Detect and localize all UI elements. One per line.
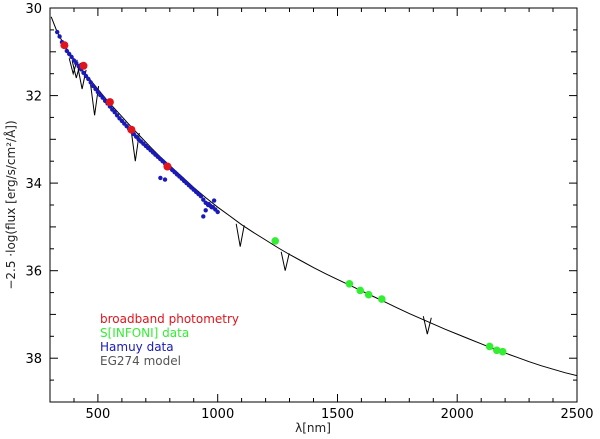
y-tick-label: 36 [25, 265, 42, 280]
hamuy-point [100, 95, 105, 100]
hamuy-point [74, 61, 79, 66]
broadband-point [163, 162, 172, 171]
y-tick-label: 34 [25, 177, 42, 192]
hamuy-point [83, 73, 89, 79]
hamuy-point [57, 34, 62, 39]
legend-model: EG274 model [100, 354, 181, 368]
x-tick-label: 2500 [560, 407, 593, 422]
hamuy-point [86, 76, 91, 82]
broadband-layer [60, 41, 172, 171]
hamuy-point [69, 54, 74, 60]
hamuy-point [88, 80, 93, 85]
sinfoni-point [498, 347, 507, 356]
hamuy-point [114, 113, 120, 118]
axis-tick-labels: 500 1000 1500 2000 2500 30 32 34 36 38 [25, 2, 593, 422]
broadband-point [105, 98, 114, 107]
axis-ticks [49, 7, 578, 403]
model-absorption-line [90, 84, 100, 116]
sinfoni-point [485, 342, 494, 351]
y-tick-label: 32 [25, 90, 42, 105]
hamuy-point [93, 86, 98, 92]
hamuy-point [64, 48, 70, 54]
model-absorption-line [280, 251, 290, 271]
legend-hamuy: Hamuy data [100, 340, 174, 354]
hamuy-point [162, 177, 168, 182]
hamuy-point [201, 214, 206, 219]
x-tick-label: 1000 [201, 407, 234, 422]
hamuy-point [209, 205, 214, 210]
hamuy-point [81, 70, 86, 76]
hamuy-point [95, 89, 101, 95]
hamuy-point [206, 201, 211, 207]
y-axis-title: −2.5 ·log(flux [erg/s/cm²/Å]) [3, 120, 18, 289]
broadband-point [79, 61, 88, 70]
x-tick-label: 500 [85, 407, 110, 422]
model-absorption-line [235, 223, 245, 247]
hamuy-point [90, 83, 96, 89]
sinfoni-point [356, 286, 365, 295]
broadband-point [60, 41, 69, 50]
hamuy-point [201, 197, 206, 202]
sinfoni-point [271, 237, 280, 245]
x-tick-label: 1500 [321, 407, 354, 422]
hamuy-point [203, 208, 208, 213]
model-absorption-line [130, 131, 140, 162]
hamuy-point [198, 194, 204, 199]
legend-broadband: broadband photometry [100, 312, 239, 326]
hamuy-point [215, 209, 220, 215]
legend: broadband photometry S[INFONI] data Hamu… [100, 312, 239, 368]
sinfoni-point [493, 346, 501, 355]
broadband-point [127, 125, 136, 134]
sinfoni-point [378, 295, 386, 303]
sinfoni-point [364, 290, 373, 299]
plot-area [50, 16, 577, 377]
hamuy-point [211, 198, 217, 203]
sinfoni-point [345, 280, 354, 288]
hamuy-point [67, 51, 72, 57]
hamuy-layer [55, 29, 220, 219]
sinfoni-layer [271, 237, 507, 356]
hamuy-point [55, 29, 60, 35]
x-axis-title: λ[nm] [295, 421, 331, 435]
legend-sinfoni: S[INFONI] data [100, 326, 189, 340]
y-tick-label: 30 [25, 2, 42, 17]
hamuy-point [112, 110, 117, 115]
hamuy-point [158, 175, 163, 181]
x-tick-label: 2000 [441, 407, 474, 422]
y-tick-label: 38 [25, 352, 42, 367]
model-absorption-line [422, 316, 432, 335]
